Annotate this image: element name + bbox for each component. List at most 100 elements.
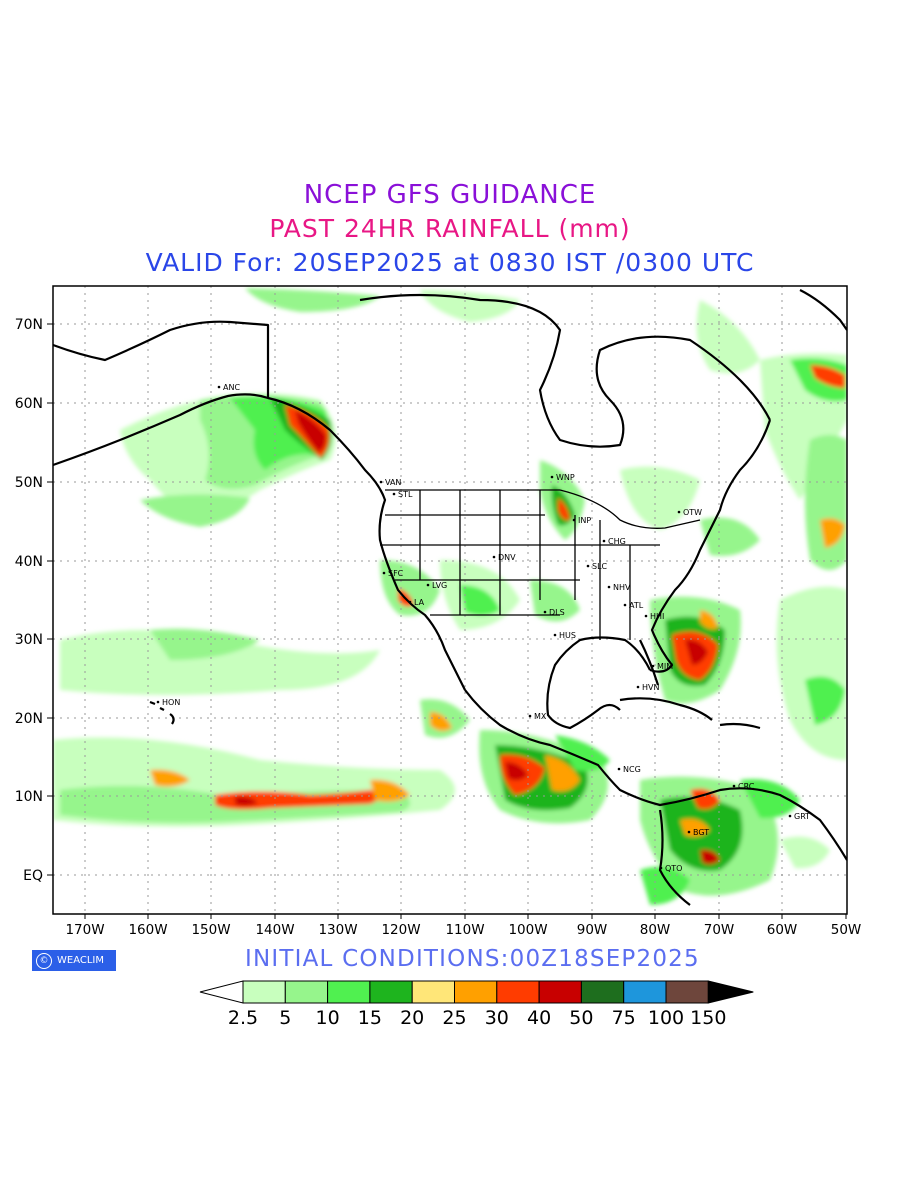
- city-lvg: LVG: [426, 581, 447, 590]
- legend-swatch: [496, 980, 540, 1004]
- lat-label: EQ: [23, 868, 43, 884]
- map-frame: [52, 285, 848, 915]
- city-nhv: NHV: [607, 583, 631, 592]
- title-line-3: VALID For: 20SEP2025 at 0830 IST /0300 U…: [145, 248, 755, 277]
- legend-swatch: [665, 980, 709, 1004]
- city-label: MX: [534, 712, 547, 721]
- lon-label: 170W: [65, 922, 104, 938]
- city-grt: GRT: [788, 812, 810, 821]
- city-otw: OTW: [677, 508, 702, 517]
- city-hon: HON: [156, 698, 180, 707]
- legend-label: 20: [400, 1007, 424, 1029]
- legend-label: 150: [690, 1007, 726, 1029]
- city-label: ATL: [629, 601, 644, 610]
- city-label: DLS: [549, 608, 565, 617]
- legend-label: 40: [527, 1007, 551, 1029]
- lat-label: 30N: [15, 632, 43, 648]
- city-label: GRT: [794, 812, 810, 821]
- city-label: STL: [398, 490, 413, 499]
- lon-label: 140W: [255, 922, 294, 938]
- lon-label: 130W: [318, 922, 357, 938]
- city-label: DNV: [498, 553, 516, 562]
- city-sfc: SFC: [382, 569, 404, 578]
- legend-label: 50: [569, 1007, 593, 1029]
- city-dls: DLS: [543, 608, 565, 617]
- title-line-2: PAST 24HR RAINFALL (mm): [269, 214, 631, 243]
- city-label: SFC: [388, 569, 404, 578]
- city-label: WNP: [556, 473, 575, 482]
- political-borders: [380, 489, 701, 640]
- city-hhi: HHI: [644, 612, 664, 621]
- city-label: VAN: [385, 478, 401, 487]
- legend-label: 10: [316, 1007, 340, 1029]
- colorbar-legend: 2.5 5 10 15 20 25 30 40 50 75 100 150: [199, 980, 754, 1029]
- lon-label: 90W: [577, 922, 608, 938]
- lon-label: 50W: [831, 922, 862, 938]
- city-slc: SLC: [586, 562, 608, 571]
- legend-swatch: [411, 980, 456, 1004]
- lon-label: 80W: [640, 922, 671, 938]
- lon-label: 120W: [381, 922, 420, 938]
- city-label: NCG: [623, 765, 641, 774]
- city-label: CRC: [738, 782, 755, 791]
- city-label: BGT: [693, 828, 709, 837]
- initial-conditions: INITIAL CONDITIONS:00Z18SEP2025: [245, 946, 700, 972]
- city-label: OTW: [683, 508, 702, 517]
- lon-label: 160W: [128, 922, 167, 938]
- lon-label: 150W: [191, 922, 230, 938]
- city-label: LA: [414, 598, 425, 607]
- logo-text: WEACLIM: [57, 955, 105, 966]
- legend-swatch: [538, 980, 582, 1004]
- legend-swatch: [284, 980, 329, 1004]
- city-hus: HUS: [553, 631, 576, 640]
- map-area: ANC VAN STL WNP INP OTW CHG DNV SLC SFC LVG LA NHV DL…: [53, 286, 847, 914]
- legend-label: 75: [612, 1007, 636, 1029]
- city-chg: CHG: [602, 537, 626, 546]
- legend-label: 15: [358, 1007, 382, 1029]
- legend-swatch: [327, 980, 371, 1004]
- city-mim: MIM: [651, 662, 673, 671]
- legend-label: 5: [279, 1007, 291, 1029]
- legend-swatch: [242, 980, 286, 1004]
- weaclim-logo: © WEACLIM: [32, 950, 116, 971]
- title-line-1: NCEP GFS GUIDANCE: [303, 180, 597, 210]
- latitude-labels: 70N 60N 50N 40N 30N 20N 10N EQ: [15, 317, 53, 884]
- lat-label: 10N: [15, 789, 43, 805]
- lat-label: 40N: [15, 554, 43, 570]
- city-label: INP: [578, 516, 591, 525]
- city-label: HON: [162, 698, 180, 707]
- city-label: LVG: [432, 581, 447, 590]
- city-anc: ANC: [217, 383, 240, 392]
- lon-label: 70W: [704, 922, 735, 938]
- city-qto: QTO: [659, 864, 682, 873]
- longitude-labels: 170W 160W 150W 140W 130W 120W 110W 100W 90W 80W 70…: [65, 914, 861, 938]
- city-ncg: NCG: [617, 765, 641, 774]
- legend-high-arrow: [707, 980, 754, 1004]
- city-la: LA: [408, 598, 425, 607]
- city-atl: ATL: [623, 601, 644, 610]
- city-dnv: DNV: [492, 553, 516, 562]
- precipitation-field: [53, 288, 847, 905]
- legend-label: 25: [442, 1007, 466, 1029]
- city-van: VAN: [379, 478, 401, 487]
- legend-label: 100: [648, 1007, 684, 1029]
- city-mx: MX: [528, 712, 547, 721]
- city-label: MIM: [657, 662, 673, 671]
- legend-swatch: [623, 980, 667, 1004]
- lon-label: 100W: [508, 922, 547, 938]
- legend-swatch: [580, 980, 625, 1004]
- city-stl: STL: [392, 490, 413, 499]
- city-label: HVN: [642, 683, 659, 692]
- city-crc: CRC: [732, 782, 755, 791]
- lon-label: 110W: [445, 922, 484, 938]
- lat-label: 50N: [15, 475, 43, 491]
- city-markers: ANC VAN STL WNP INP OTW CHG DNV SLC SFC LVG LA NHV DL…: [156, 383, 810, 873]
- copyright-icon: ©: [36, 952, 52, 969]
- legend-swatch: [454, 980, 498, 1004]
- city-bgt: BGT: [687, 828, 709, 837]
- coastlines: [53, 289, 847, 906]
- lon-label: 60W: [767, 922, 798, 938]
- lat-label: 60N: [15, 396, 43, 412]
- city-label: NHV: [613, 583, 631, 592]
